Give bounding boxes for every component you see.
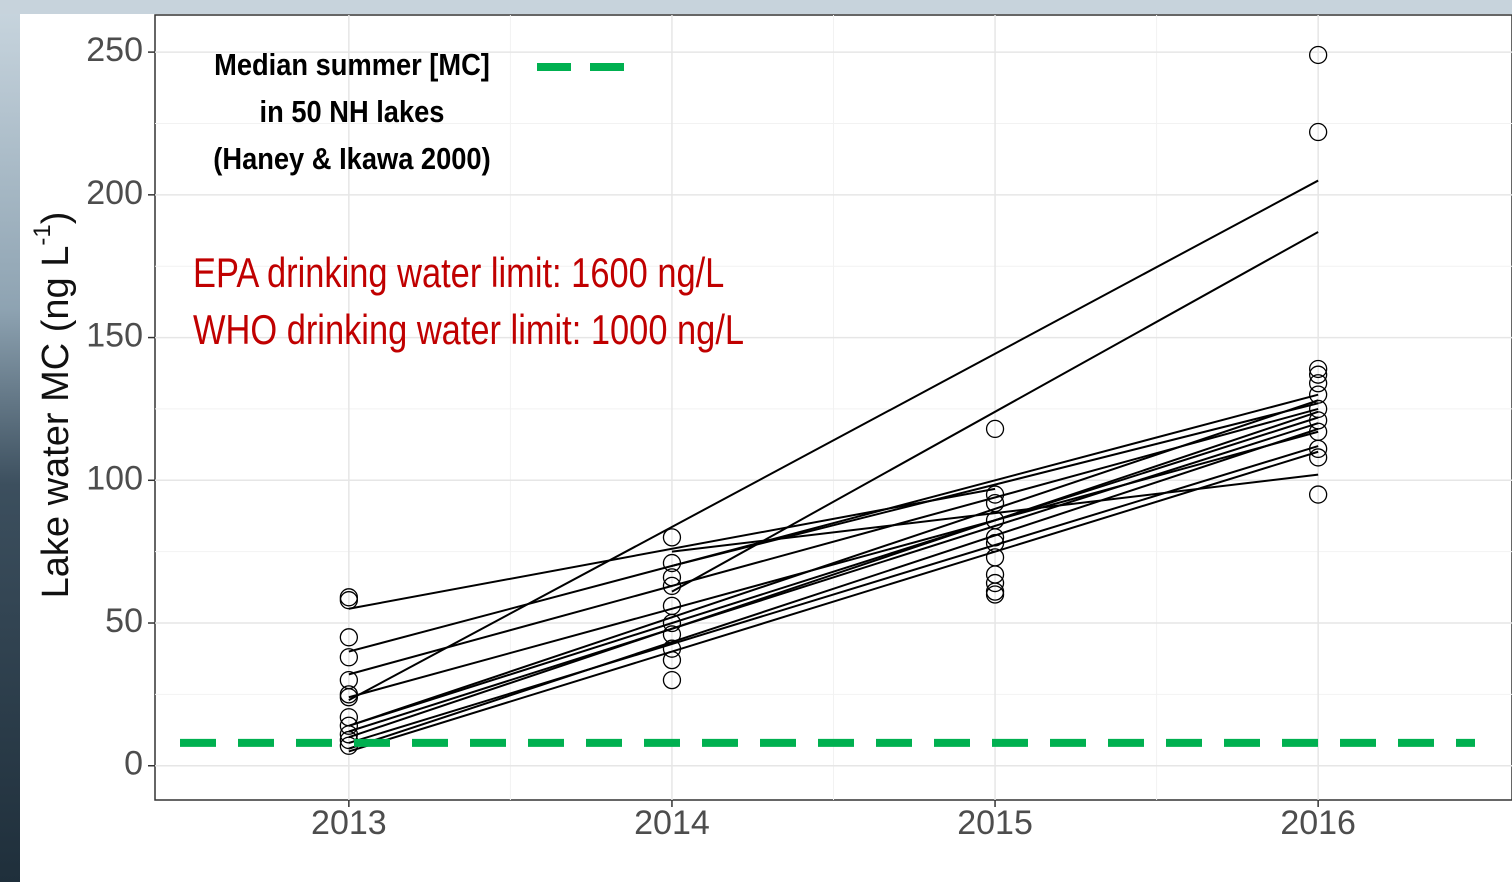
y-tick-label: 200 xyxy=(86,174,143,212)
data-point xyxy=(662,568,682,587)
y-axis-label-close: ) xyxy=(35,212,77,225)
data-point xyxy=(662,553,682,573)
fit-line xyxy=(671,402,1319,567)
y-tick-label: 250 xyxy=(86,31,143,69)
marks xyxy=(180,45,1475,755)
fit-line xyxy=(348,430,1319,699)
data-point xyxy=(662,576,682,596)
data-point xyxy=(1308,374,1328,393)
legend: Median summer [MC] in 50 NH lakes (Haney &… xyxy=(213,49,624,177)
data-point xyxy=(1308,411,1328,430)
data-point xyxy=(1308,45,1328,65)
y-axis-label-main: Lake water MC (ng L xyxy=(35,246,77,599)
y-tick-label: 150 xyxy=(86,317,143,355)
fit-line xyxy=(348,407,1319,676)
data-point xyxy=(339,725,359,744)
data-point xyxy=(662,613,682,633)
data-point xyxy=(1308,365,1328,384)
ticks: 2013 2014 2015 2016 0 50 100 150 200 250 xyxy=(86,31,1356,842)
legend-label: in 50 NH lakes xyxy=(260,96,445,130)
x-tick-label: 2016 xyxy=(1280,804,1356,842)
data-point xyxy=(1308,385,1328,404)
fit-line xyxy=(348,179,1319,701)
photo-strip-top xyxy=(0,0,1512,14)
data-point xyxy=(1308,448,1328,467)
data-point xyxy=(1308,485,1328,504)
grid xyxy=(155,15,1512,800)
data-point xyxy=(1308,439,1328,459)
data-point xyxy=(985,485,1005,504)
data-point xyxy=(985,528,1005,547)
data-point xyxy=(339,648,359,667)
data-point xyxy=(985,585,1005,604)
fit-line xyxy=(348,422,1319,733)
y-tick-label: 100 xyxy=(86,459,143,497)
fit-line xyxy=(348,445,1319,744)
data-point xyxy=(662,625,682,644)
fit-line xyxy=(671,231,1319,593)
x-tick-label: 2013 xyxy=(311,804,387,842)
fit-line xyxy=(348,427,1319,750)
y-axis-label-superscript: -1 xyxy=(29,224,56,245)
data-point xyxy=(339,716,359,735)
data-point xyxy=(985,533,1005,553)
fit-line xyxy=(348,416,1319,727)
fit-line xyxy=(348,410,1319,739)
y-tick-label: 0 xyxy=(124,745,143,783)
data-point xyxy=(662,528,682,547)
y-axis-label: Lake water MC (ng L-1) xyxy=(29,212,77,599)
y-tick-label: 50 xyxy=(105,602,143,640)
annotation: EPA drinking water limit: 1600 ng/L xyxy=(193,250,724,297)
x-tick-label: 2015 xyxy=(957,804,1033,842)
data-point xyxy=(339,591,359,610)
data-point xyxy=(662,639,682,658)
data-point xyxy=(1308,399,1328,419)
data-point xyxy=(339,628,359,647)
fit-line xyxy=(348,399,1319,727)
legend-label: (Haney & Ikawa 2000) xyxy=(213,143,490,177)
legend-label: Median summer [MC] xyxy=(214,49,490,83)
x-tick-label: 2014 xyxy=(634,804,710,842)
data-point xyxy=(339,688,359,707)
data-point xyxy=(1308,359,1328,379)
data-point xyxy=(1308,122,1328,142)
photo-strip xyxy=(0,0,20,882)
data-point xyxy=(662,670,682,690)
data-point xyxy=(662,650,682,670)
fit-line xyxy=(348,450,1319,753)
data-point xyxy=(985,419,1005,439)
fit-line xyxy=(348,393,1319,653)
annotations: EPA drinking water limit: 1600 ng/L WHO d… xyxy=(193,250,744,354)
data-point xyxy=(985,573,1005,593)
annotation: WHO drinking water limit: 1000 ng/L xyxy=(193,307,744,354)
